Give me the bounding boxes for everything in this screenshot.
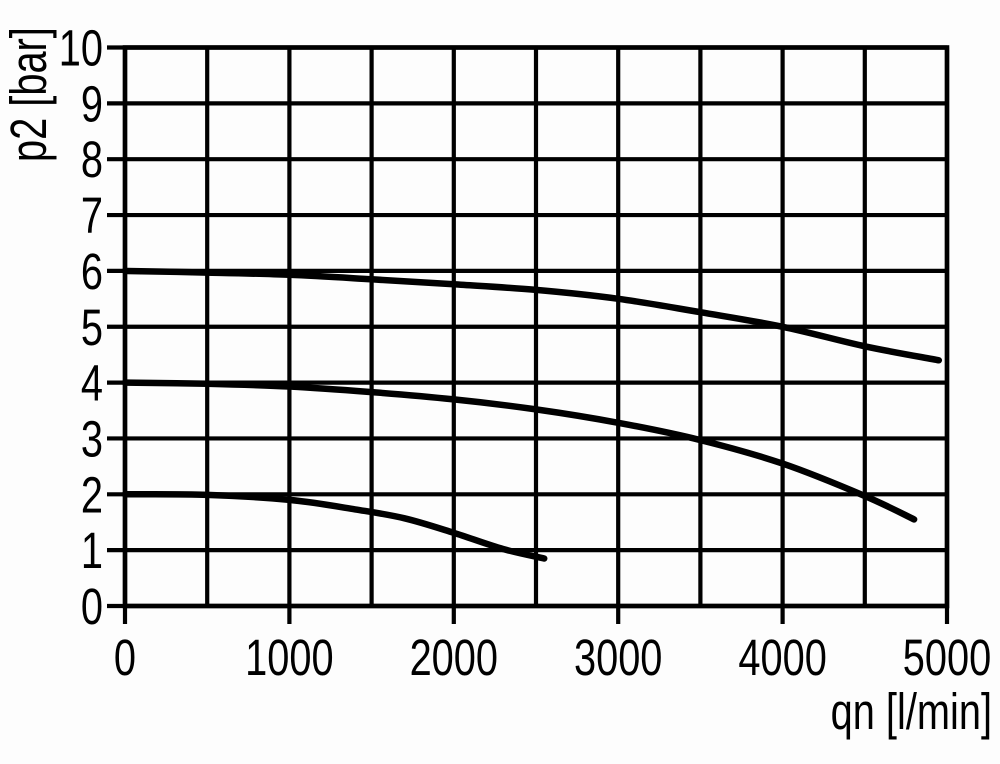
y-tick-label: 10 — [59, 20, 103, 77]
flow-curve — [121, 267, 943, 364]
x-tick-labels: 0 1000 2000 3000 4000 5000 — [114, 629, 991, 686]
axis-tick-marks — [107, 45, 950, 624]
x-tick-label: 5000 — [903, 629, 991, 686]
x-tick-label: 1000 — [245, 629, 333, 686]
y-tick-label: 4 — [81, 355, 103, 412]
flow-curves — [121, 267, 943, 562]
y-tick-label: 6 — [81, 243, 103, 300]
x-tick-label: 0 — [114, 629, 136, 686]
flow-curve — [121, 379, 918, 523]
y-tick-label: 2 — [81, 467, 103, 524]
x-tick-label: 4000 — [738, 629, 826, 686]
y-tick-label: 3 — [81, 411, 103, 468]
y-tick-label: 5 — [81, 299, 103, 356]
x-tick-label: 3000 — [574, 629, 662, 686]
x-axis-label: qn [l/min] — [831, 683, 992, 740]
y-tick-label: 8 — [81, 131, 103, 188]
y-tick-label: 0 — [81, 578, 103, 635]
x-tick-label: 2000 — [410, 629, 498, 686]
y-tick-label: 7 — [81, 187, 103, 244]
flow-curve — [121, 491, 548, 562]
y-axis-label: p2 [bar] — [0, 27, 57, 162]
y-tick-label: 9 — [81, 76, 103, 133]
y-tick-label: 1 — [81, 522, 103, 579]
